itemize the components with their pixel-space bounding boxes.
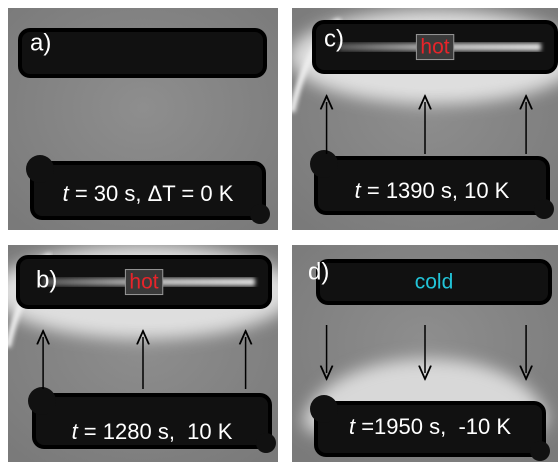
heater-top bbox=[20, 30, 265, 76]
panel: b) hot t = 1280 s, 10 K bbox=[0, 245, 295, 462]
caption-text: = 1280 s, 10 K bbox=[78, 419, 233, 444]
panel-label: c) bbox=[324, 25, 344, 52]
panel-label: a) bbox=[30, 29, 51, 56]
panel: c) hot t = 1390 s, 10 K bbox=[289, 8, 559, 230]
heater-end bbox=[534, 199, 554, 219]
heater-end bbox=[250, 204, 270, 224]
figure: a) t = 30 s, ΔT = 0 K b) hot t = 1280 s, 10 … bbox=[0, 0, 559, 464]
panel: d) cold t =1950 s, -10 K bbox=[292, 245, 558, 462]
heater-end bbox=[256, 433, 276, 453]
caption-text: = 1390 s, 10 K bbox=[361, 178, 510, 203]
heater-end bbox=[530, 441, 550, 461]
tag-label: hot bbox=[129, 271, 158, 294]
caption: t =1950 s, -10 K bbox=[349, 414, 511, 439]
panel: a) t = 30 s, ΔT = 0 K bbox=[8, 8, 278, 230]
heater-end bbox=[310, 395, 338, 423]
tag-label: hot bbox=[420, 36, 449, 59]
caption-text: =1950 s, -10 K bbox=[355, 414, 511, 439]
heater-end bbox=[310, 150, 338, 178]
panel-label: d) bbox=[308, 258, 329, 285]
caption: t = 1390 s, 10 K bbox=[355, 178, 510, 203]
heater-end bbox=[26, 155, 54, 183]
caption: t = 1280 s, 10 K bbox=[72, 419, 233, 444]
panel-label: b) bbox=[36, 266, 57, 293]
heater-end bbox=[28, 387, 56, 415]
caption-text: = 30 s, ΔT = 0 K bbox=[69, 181, 234, 206]
caption: t = 30 s, ΔT = 0 K bbox=[63, 181, 234, 206]
tag-label: cold bbox=[415, 271, 454, 294]
page: {"panels": [ {"label": "a)", "caption_va… bbox=[0, 0, 559, 464]
